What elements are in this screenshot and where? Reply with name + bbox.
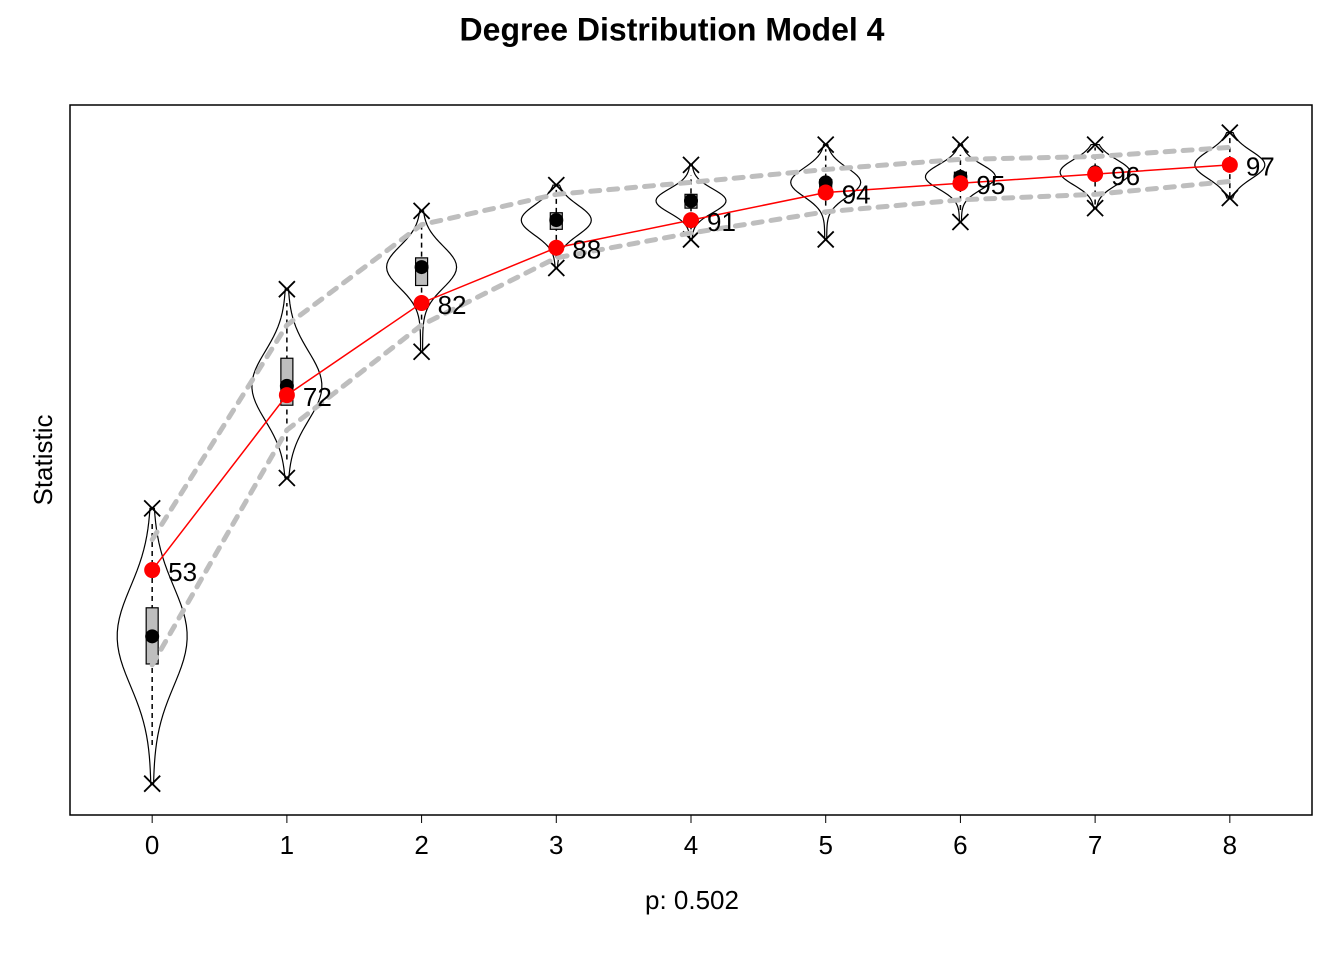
y-axis-label: Statistic [28, 414, 58, 505]
data-label: 91 [707, 207, 736, 237]
x-tick-label: 3 [549, 830, 563, 860]
extreme-mark [951, 135, 970, 154]
extreme-mark [1221, 189, 1239, 207]
data-label: 82 [438, 290, 467, 320]
x-axis-label: p: 0.502 [645, 885, 739, 915]
extreme-mark [412, 343, 431, 361]
violin [655, 164, 727, 241]
x-tick-label: 4 [684, 830, 698, 860]
observed-point [548, 239, 565, 256]
data-label: 72 [303, 382, 332, 412]
x-tick-label: 5 [818, 830, 832, 860]
violin [1059, 143, 1131, 209]
chart-title: Degree Distribution Model 4 [460, 11, 885, 47]
extreme-mark [143, 775, 161, 793]
extreme-mark [412, 202, 431, 220]
extreme-mark [547, 176, 565, 194]
extreme-mark [951, 213, 970, 231]
observed-point [144, 562, 161, 579]
x-tick-label: 7 [1088, 830, 1102, 860]
extreme-mark [1086, 199, 1104, 217]
x-tick-label: 6 [953, 830, 967, 860]
violin [924, 143, 996, 223]
x-tick-label: 8 [1223, 830, 1237, 860]
violin [520, 184, 592, 269]
median-dot [414, 260, 429, 275]
observed-point [413, 294, 430, 311]
x-tick-label: 0 [145, 830, 159, 860]
extreme-mark [817, 230, 835, 249]
violin [251, 288, 323, 479]
band-line [149, 178, 1233, 668]
observed-point [1087, 166, 1104, 183]
violin [116, 507, 188, 785]
median-dot [549, 213, 564, 228]
observed-point [1221, 156, 1238, 173]
violin [1194, 132, 1266, 199]
observed-point [952, 175, 969, 192]
extreme-mark [817, 135, 835, 154]
x-tick-label: 1 [280, 830, 294, 860]
extreme-mark [143, 499, 161, 517]
extreme-mark [682, 156, 700, 174]
observed-point [817, 184, 834, 201]
data-label: 96 [1111, 161, 1140, 191]
data-label: 94 [842, 179, 871, 209]
observed-point [278, 387, 295, 404]
data-label: 88 [572, 235, 601, 265]
extreme-mark [278, 469, 296, 487]
extreme-mark [278, 280, 296, 298]
violin [790, 143, 862, 241]
data-label: 97 [1246, 152, 1275, 182]
observed-point [683, 212, 699, 229]
data-label: 53 [168, 557, 197, 587]
data-label: 95 [976, 170, 1005, 200]
plot-frame [69, 104, 1313, 816]
extreme-mark [1221, 123, 1239, 142]
x-tick-label: 2 [414, 830, 428, 860]
band-line [149, 144, 1233, 543]
median-dot [145, 629, 160, 644]
median-dot [684, 193, 698, 208]
extreme-mark [1086, 135, 1104, 154]
